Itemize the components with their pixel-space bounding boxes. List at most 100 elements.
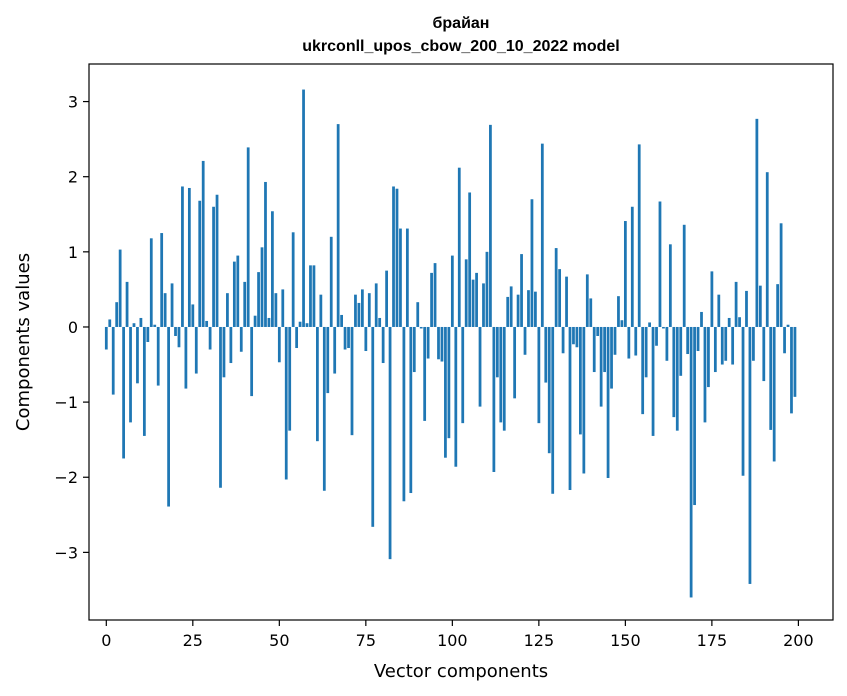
bar-188 bbox=[755, 118, 759, 327]
bar-11 bbox=[142, 326, 146, 436]
bar-6 bbox=[125, 281, 129, 327]
bar-4 bbox=[118, 249, 122, 327]
bar-1 bbox=[108, 319, 112, 327]
bar-88 bbox=[409, 326, 413, 494]
bar-160 bbox=[658, 201, 662, 327]
bar-58 bbox=[305, 323, 309, 327]
bar-166 bbox=[679, 326, 683, 376]
x-axis-label: Vector components bbox=[374, 661, 548, 682]
bar-152 bbox=[630, 206, 634, 327]
bar-151 bbox=[627, 326, 631, 359]
chart-title-line-2: ukrconll_upos_cbow_200_10_2022 model bbox=[302, 38, 619, 55]
bar-44 bbox=[257, 272, 260, 327]
bar-98 bbox=[444, 326, 447, 458]
bar-72 bbox=[354, 294, 357, 327]
bar-60 bbox=[312, 265, 316, 327]
bar-128 bbox=[547, 326, 551, 454]
bar-65 bbox=[329, 236, 333, 327]
bar-95 bbox=[433, 263, 437, 327]
x-tick-label: 125 bbox=[524, 631, 555, 650]
bar-187 bbox=[752, 326, 755, 361]
bar-97 bbox=[440, 326, 444, 362]
bar-146 bbox=[610, 326, 613, 389]
bar-71 bbox=[350, 326, 354, 436]
bar-186 bbox=[748, 326, 752, 584]
bar-77 bbox=[371, 326, 375, 527]
bar-197 bbox=[786, 324, 790, 327]
bar-83 bbox=[392, 186, 395, 327]
bar-131 bbox=[558, 269, 562, 327]
plot-area-frame bbox=[88, 63, 834, 621]
bar-101 bbox=[454, 326, 458, 467]
y-tick-label: −3 bbox=[54, 543, 78, 562]
bar-56 bbox=[298, 321, 302, 327]
bar-85 bbox=[399, 228, 402, 327]
bar-73 bbox=[357, 302, 361, 327]
bar-148 bbox=[617, 296, 620, 327]
bar-53 bbox=[288, 326, 292, 431]
bar-20 bbox=[174, 326, 177, 336]
bar-116 bbox=[506, 296, 510, 327]
bar-162 bbox=[665, 326, 669, 361]
bar-132 bbox=[561, 326, 565, 354]
x-tick-label: 175 bbox=[697, 631, 728, 650]
bar-55 bbox=[295, 326, 299, 349]
bar-99 bbox=[447, 326, 451, 439]
bar-13 bbox=[149, 238, 153, 327]
bar-68 bbox=[340, 314, 343, 327]
bar-104 bbox=[464, 259, 468, 327]
bar-135 bbox=[572, 326, 575, 345]
bar-47 bbox=[267, 317, 271, 327]
bar-100 bbox=[450, 255, 454, 327]
bar-183 bbox=[738, 317, 741, 327]
x-tick-label: 75 bbox=[356, 631, 376, 650]
bar-145 bbox=[606, 326, 610, 478]
bar-173 bbox=[703, 326, 707, 423]
bar-199 bbox=[793, 326, 797, 397]
bar-93 bbox=[426, 326, 430, 359]
bar-64 bbox=[326, 326, 330, 394]
bar-5 bbox=[122, 326, 125, 459]
bar-175 bbox=[710, 271, 714, 327]
x-tick-label: 50 bbox=[269, 631, 289, 650]
bar-37 bbox=[232, 261, 236, 327]
bar-24 bbox=[187, 187, 191, 327]
bar-177 bbox=[717, 294, 721, 327]
bar-178 bbox=[720, 326, 724, 365]
bar-130 bbox=[554, 248, 558, 327]
bar-182 bbox=[734, 281, 738, 327]
bar-112 bbox=[492, 326, 496, 472]
bar-12 bbox=[146, 326, 150, 342]
bar-170 bbox=[693, 326, 696, 506]
bar-21 bbox=[177, 326, 181, 348]
bar-168 bbox=[686, 326, 690, 355]
bar-25 bbox=[191, 304, 195, 327]
bar-147 bbox=[613, 326, 617, 355]
y-tick-label: −1 bbox=[54, 393, 78, 412]
bar-137 bbox=[579, 326, 582, 435]
bar-167 bbox=[682, 224, 686, 327]
bar-194 bbox=[776, 284, 780, 327]
bar-136 bbox=[575, 326, 579, 348]
bar-2 bbox=[111, 326, 115, 395]
bar-50 bbox=[277, 326, 281, 363]
bar-111 bbox=[489, 124, 492, 327]
bar-62 bbox=[319, 294, 323, 327]
bars-group bbox=[104, 89, 797, 598]
bar-169 bbox=[689, 326, 693, 598]
bar-122 bbox=[527, 290, 530, 327]
bar-90 bbox=[416, 302, 420, 327]
bar-158 bbox=[651, 326, 655, 436]
bar-51 bbox=[281, 289, 285, 327]
x-tick-label: 25 bbox=[183, 631, 203, 650]
bar-3 bbox=[115, 302, 119, 327]
bar-109 bbox=[482, 283, 485, 327]
bar-106 bbox=[471, 279, 475, 327]
bar-117 bbox=[509, 286, 513, 327]
y-axis-label: Components values bbox=[13, 253, 34, 431]
bar-59 bbox=[309, 265, 312, 327]
bar-196 bbox=[783, 326, 786, 354]
bar-38 bbox=[236, 255, 240, 327]
bar-119 bbox=[516, 294, 520, 327]
